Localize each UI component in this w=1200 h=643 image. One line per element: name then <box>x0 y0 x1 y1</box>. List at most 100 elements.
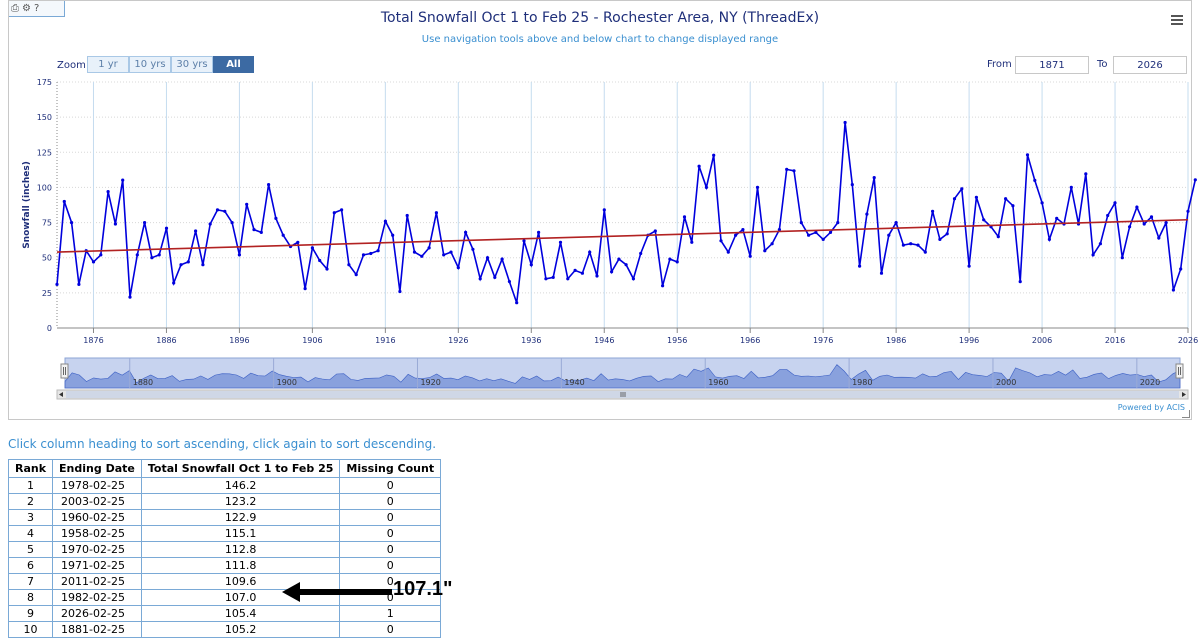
table-row: 4 1958-02-25 115.1 0 <box>7 525 442 542</box>
data-point <box>734 233 738 237</box>
ending-date-cell: 1970-02-25 <box>52 541 142 558</box>
data-point <box>449 250 453 254</box>
data-point <box>485 256 490 260</box>
data-point <box>77 282 81 286</box>
navigator-label: 1880 <box>133 378 153 387</box>
zoom-all-button[interactable]: All <box>213 56 254 73</box>
data-point <box>1157 236 1161 240</box>
ending-date-column-header[interactable]: Ending Date <box>52 459 142 478</box>
navigator[interactable]: 1880 1900 1920 1940 1960 1980 2000 2020 <box>56 357 1189 400</box>
data-point <box>500 257 504 261</box>
data-point <box>62 199 66 204</box>
scroll-left-icon[interactable] <box>59 392 63 397</box>
powered-by-credit[interactable]: Powered by ACIS <box>1117 403 1185 412</box>
data-point <box>777 228 782 232</box>
navigator-label: 2000 <box>996 378 1016 387</box>
zoom-10yrs-button[interactable]: 10 yrs <box>129 56 171 73</box>
data-point <box>186 260 190 264</box>
data-point <box>208 222 212 226</box>
printer-icon[interactable]: ⎙ <box>11 2 19 14</box>
data-point <box>821 237 825 241</box>
from-label: From <box>987 59 1012 70</box>
data-point <box>347 263 351 267</box>
data-point <box>741 228 745 232</box>
data-point <box>361 253 366 257</box>
ending-date-cell: 2026-02-25 <box>52 605 142 622</box>
data-point <box>522 239 526 243</box>
navigator-right-handle[interactable] <box>1175 363 1184 379</box>
data-point <box>938 237 942 241</box>
table-row: 10 1881-02-25 105.2 0 <box>7 621 442 638</box>
data-point <box>172 281 176 285</box>
trend-line <box>56 218 1189 253</box>
data-point <box>807 233 811 237</box>
data-point <box>1106 213 1110 218</box>
data-point <box>223 209 227 213</box>
data-point <box>879 271 884 275</box>
data-point <box>785 167 789 171</box>
snowfall-column-header[interactable]: Total Snowfall Oct 1 to Feb 25 <box>140 459 341 478</box>
resize-handle-icon[interactable] <box>1182 410 1190 418</box>
from-year-input[interactable] <box>1015 56 1089 74</box>
data-point <box>661 284 665 288</box>
data-point <box>420 254 424 258</box>
snowfall-cell: 115.1 <box>140 525 341 542</box>
data-point <box>580 271 585 275</box>
table-row: 3 1960-02-25 122.9 0 <box>7 509 442 526</box>
data-point <box>412 250 417 254</box>
data-point <box>588 250 592 254</box>
data-point <box>719 239 723 243</box>
data-point <box>464 230 468 234</box>
data-point <box>201 263 205 267</box>
data-point <box>617 257 621 261</box>
data-point <box>967 264 971 268</box>
data-point <box>704 185 709 189</box>
scroll-right-icon[interactable] <box>1182 392 1186 397</box>
rank-cell: 3 <box>7 509 54 526</box>
sort-instructions: Click column heading to sort ascending, … <box>8 437 437 451</box>
missing-count-column-header[interactable]: Missing Count <box>339 459 442 478</box>
data-point <box>726 250 730 254</box>
data-point <box>99 253 103 257</box>
y-tick-label: 0 <box>47 324 52 333</box>
data-point <box>252 228 256 232</box>
navigator-label: 1960 <box>708 378 728 387</box>
data-point <box>143 221 147 225</box>
data-point <box>259 230 263 234</box>
data-point <box>507 280 511 284</box>
gear-icon[interactable]: ⚙ <box>22 2 31 14</box>
data-point <box>755 185 760 189</box>
hamburger-menu-icon[interactable] <box>1171 15 1183 25</box>
navigator-label: 1940 <box>564 378 584 387</box>
series <box>55 120 1197 305</box>
data-point <box>332 211 336 215</box>
snowfall-cell: 146.2 <box>140 477 341 494</box>
missing-count-cell: 1 <box>339 605 442 622</box>
rank-column-header[interactable]: Rank <box>7 459 54 478</box>
data-point <box>1164 221 1168 225</box>
data-point <box>376 249 380 253</box>
annotation-label: 107.1" <box>393 578 453 600</box>
data-point <box>237 253 241 257</box>
table-row: 9 2026-02-25 105.4 1 <box>7 605 442 622</box>
help-button[interactable]: ? <box>33 2 40 14</box>
chart-toolbar: ⎙ ⚙ ? <box>9 1 65 17</box>
data-point <box>194 229 198 233</box>
to-year-input[interactable] <box>1113 56 1187 74</box>
navigator-left-handle[interactable] <box>60 363 69 379</box>
data-point <box>872 176 876 180</box>
zoom-30yrs-button[interactable]: 30 yrs <box>171 56 213 73</box>
zoom-1yr-button[interactable]: 1 yr <box>87 56 129 73</box>
data-point <box>325 267 329 271</box>
data-point <box>901 243 906 247</box>
data-point <box>230 221 234 225</box>
data-point <box>274 216 278 220</box>
data-point <box>1055 216 1059 220</box>
data-point <box>624 263 628 267</box>
data-point <box>215 208 220 212</box>
data-point <box>113 222 117 226</box>
missing-count-cell: 0 <box>339 509 442 526</box>
data-point <box>303 287 307 291</box>
data-point <box>354 273 358 277</box>
data-point <box>427 246 431 250</box>
